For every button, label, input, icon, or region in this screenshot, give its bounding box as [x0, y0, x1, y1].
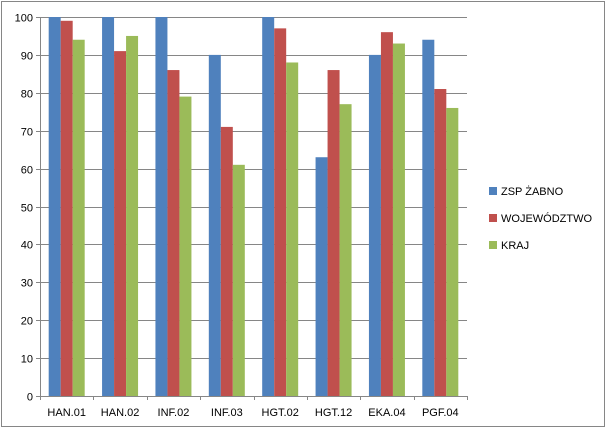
bar-kraj-han-01 [72, 39, 85, 397]
bar-kraj-inf-03 [232, 164, 245, 396]
x-tick-labels: HAN.01 HAN.02 INF.02 INF.03 HGT.02 HGT.12 EKA.… [47, 407, 458, 419]
x-tick-label: INF.03 [211, 407, 243, 419]
bar-wojewodztwo-han-02 [114, 51, 127, 397]
bar-wojewodztwo-inf-03 [220, 126, 233, 396]
bar-wojewodztwo-hgt-12 [327, 70, 340, 396]
legend-swatch-kraj [489, 241, 497, 249]
y-tick-labels: 0 10 20 30 40 50 60 70 80 90 100 [15, 13, 33, 404]
legend-label-wojewodztwo: WOJEWÓDZTWO [501, 212, 592, 225]
bar-kraj-inf-02 [179, 96, 192, 396]
bar-zsp-zabno-inf-02 [155, 17, 168, 396]
bar-wojewodztwo-inf-02 [167, 70, 180, 396]
y-tick-label: 80 [21, 89, 33, 101]
bar-zsp-zabno-eka-04 [368, 54, 381, 397]
legend-swatch-zsp-zabno [489, 187, 497, 195]
axes [36, 17, 468, 400]
y-tick-label: 0 [27, 392, 33, 404]
bar-wojewodztwo-hgt-02 [274, 28, 287, 397]
x-tick-label: PGF.04 [422, 407, 459, 419]
x-tick-label: EKA.04 [368, 407, 405, 419]
bar-kraj-han-02 [126, 35, 139, 396]
bar-kraj-hgt-02 [286, 62, 299, 396]
bar-zsp-zabno-inf-03 [208, 54, 221, 397]
legend-label-kraj: KRAJ [501, 240, 529, 252]
bar-wojewodztwo-eka-04 [380, 32, 393, 396]
bar-wojewodztwo-pgf-04 [434, 89, 447, 396]
y-tick-label: 90 [21, 51, 33, 63]
y-tick-label: 40 [21, 240, 33, 252]
bar-kraj-pgf-04 [446, 107, 459, 397]
y-tick-label: 70 [21, 127, 33, 139]
y-tick-label: 60 [21, 165, 33, 177]
x-tick-label: HAN.02 [101, 407, 140, 419]
bar-zsp-zabno-han-02 [102, 17, 115, 396]
x-tick-label: HAN.01 [47, 407, 86, 419]
bar-kraj-eka-04 [392, 43, 405, 396]
bar-zsp-zabno-pgf-04 [422, 39, 435, 397]
x-tick-label: HGT.02 [262, 407, 299, 419]
y-tick-label: 50 [21, 203, 33, 215]
legend: ZSP ŻABNO WOJEWÓDZTWO KRAJ [489, 185, 592, 252]
x-tick-label: HGT.12 [315, 407, 352, 419]
y-tick-label: 10 [21, 354, 33, 366]
bars [48, 17, 459, 397]
bar-kraj-hgt-12 [339, 104, 352, 397]
bar-zsp-zabno-han-01 [48, 17, 61, 396]
bar-wojewodztwo-han-01 [60, 20, 73, 396]
y-tick-label: 100 [15, 13, 33, 25]
y-tick-label: 20 [21, 316, 33, 328]
chart-frame [1, 1, 605, 427]
bar-zsp-zabno-hgt-02 [262, 17, 275, 396]
legend-label-zsp-zabno: ZSP ŻABNO [501, 185, 564, 198]
y-tick-label: 30 [21, 278, 33, 290]
legend-swatch-wojewodztwo [489, 214, 497, 222]
x-tick-label: INF.02 [158, 407, 190, 419]
bar-zsp-zabno-hgt-12 [315, 157, 328, 396]
